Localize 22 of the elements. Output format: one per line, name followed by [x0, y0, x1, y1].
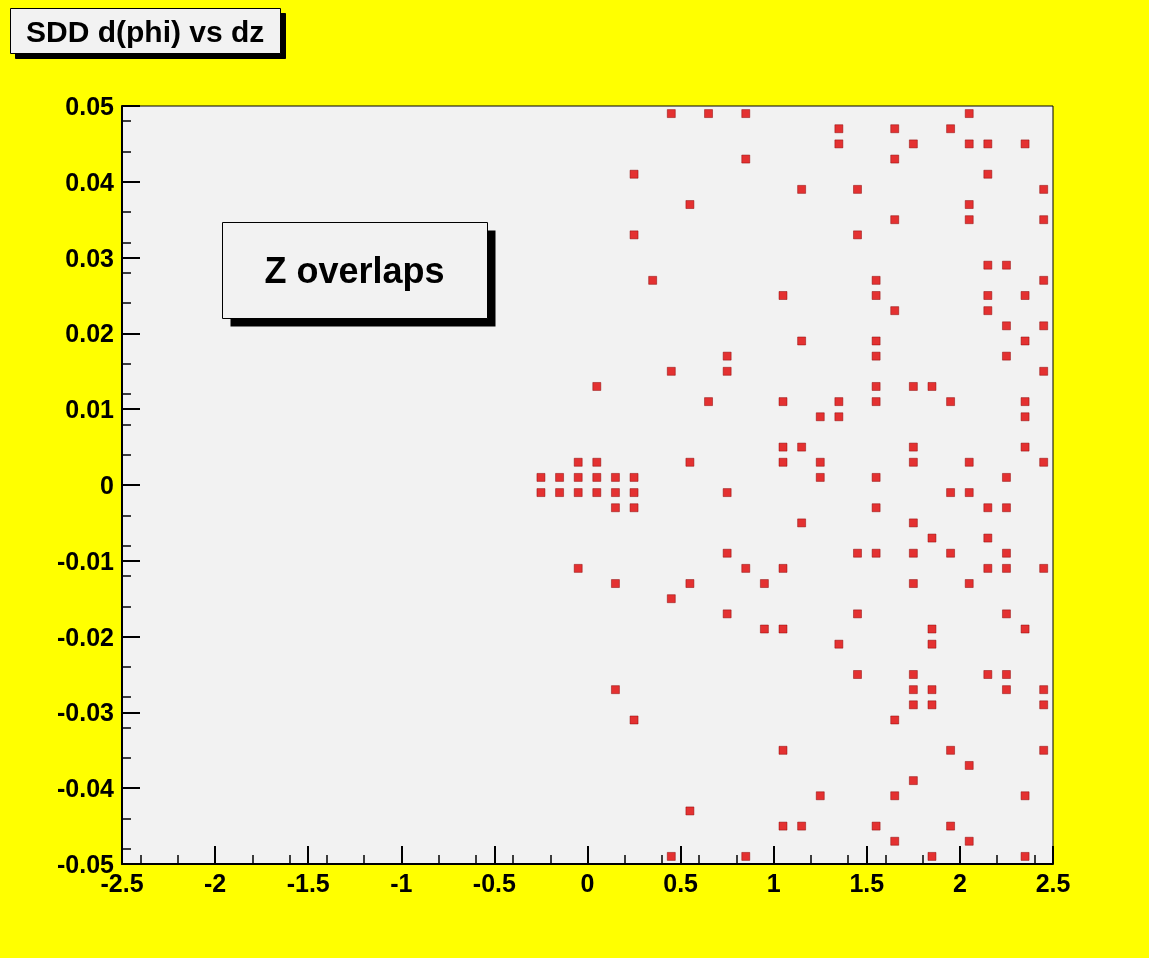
y-tick-label: 0.04 — [65, 167, 115, 196]
y-tick-label: -0.01 — [57, 546, 115, 575]
x-tick-label: -0.5 — [472, 868, 517, 897]
y-tick-label: 0 — [100, 471, 114, 499]
chart-title: SDD d(phi) vs dz — [26, 14, 265, 48]
y-tick-label: -0.04 — [57, 774, 115, 803]
x-tick-label: 2 — [952, 868, 967, 897]
y-tick-label: 0.01 — [65, 395, 115, 424]
y-tick-label: -0.02 — [57, 622, 114, 651]
x-tick-label: 1.5 — [849, 868, 885, 897]
x-tick-label: -1.5 — [286, 868, 330, 897]
x-tick-label: 2.5 — [1035, 868, 1071, 897]
y-tick-label: 0.05 — [65, 92, 115, 120]
x-tick-label: 1 — [766, 868, 781, 897]
x-tick-label: -1 — [390, 868, 413, 897]
y-tick-label: 0.02 — [65, 319, 114, 348]
y-tick-label: -0.03 — [57, 698, 114, 727]
y-tick-label: 0.03 — [65, 243, 114, 272]
annotation: Z overlaps — [264, 250, 445, 291]
x-tick-label: -2 — [203, 868, 227, 897]
x-tick-label: 0.5 — [663, 868, 699, 897]
x-tick-label: 0 — [580, 868, 595, 897]
